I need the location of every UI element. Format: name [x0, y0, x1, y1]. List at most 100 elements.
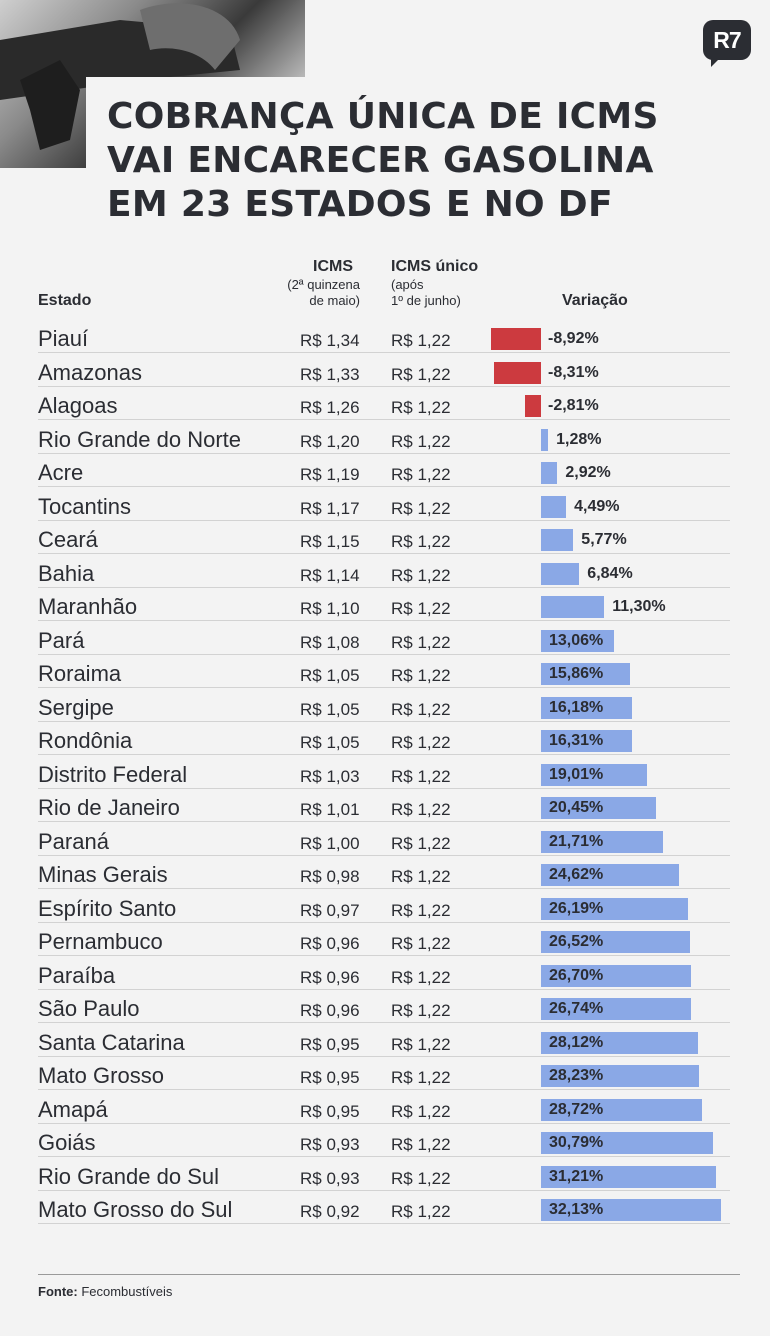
variation-label: 15,86% [549, 665, 604, 682]
icms-unico-value: R$ 1,22 [391, 1101, 451, 1121]
state-name: Maranhão [38, 594, 138, 619]
variation-label: 28,23% [549, 1067, 604, 1084]
state-name: Rio Grande do Norte [38, 426, 241, 452]
variation-label: 11,30% [612, 598, 666, 615]
variation-bar [541, 596, 605, 618]
header-icms-unico-sub2: 1º de junho) [391, 293, 461, 308]
row-divider [38, 452, 730, 454]
footer-divider [38, 1274, 740, 1275]
state-name: Roraima [38, 661, 122, 686]
state-name: Tocantins [38, 493, 131, 519]
icms-unico-value: R$ 1,22 [391, 666, 451, 685]
row-divider [38, 1156, 730, 1157]
variation-label: 5,77% [581, 531, 627, 548]
footer-source-label: Fonte: [38, 1284, 78, 1299]
row-divider [38, 821, 730, 822]
state-name: Ceará [38, 527, 98, 552]
variation-label: 13,06% [549, 631, 604, 649]
variation-bar [494, 361, 541, 384]
variation-bar [525, 395, 541, 417]
icms-value: R$ 1,08 [300, 632, 360, 652]
icms-unico-value: R$ 1,22 [391, 1068, 451, 1087]
row-divider [38, 385, 730, 387]
header-icms-sub2: de maio) [309, 293, 360, 308]
state-name: Pará [38, 627, 85, 653]
icms-unico-value: R$ 1,22 [391, 699, 451, 719]
variation-label: 6,84% [587, 564, 633, 582]
variation-label: -8,92% [548, 330, 599, 347]
header-icms-unico-sub1: (após [391, 277, 424, 292]
variation-label: 30,79% [549, 1134, 604, 1151]
state-name: São Paulo [38, 996, 140, 1021]
variation-bar [541, 897, 688, 920]
title-line-1: COBRANÇA ÚNICA DE ICMS [107, 96, 659, 137]
r7-logo: R7 [703, 20, 751, 67]
row-divider [38, 988, 730, 990]
row-divider [38, 1089, 730, 1090]
header-estado: Estado [38, 292, 92, 309]
icms-value: R$ 0,98 [300, 867, 360, 886]
variation-bar [541, 1098, 702, 1121]
row-divider [38, 1223, 730, 1224]
title-line-3: EM 23 ESTADOS E NO DF [107, 184, 613, 225]
icms-unico-value: R$ 1,22 [391, 599, 451, 618]
variation-label: 4,49% [574, 497, 620, 515]
footer-source: Fonte: Fecombustíveis [38, 1284, 172, 1299]
header-icms: ICMS [313, 258, 353, 275]
variation-bar [541, 1199, 721, 1221]
row-divider [38, 486, 730, 487]
icms-unico-value: R$ 1,22 [391, 331, 451, 350]
title-line-2: VAI ENCARECER GASOLINA [107, 140, 654, 181]
icms-unico-value: R$ 1,22 [391, 833, 451, 853]
variation-bar [541, 797, 656, 819]
variation-bar [541, 495, 567, 518]
icms-value: R$ 1,14 [300, 565, 360, 585]
variation-label: 21,71% [549, 832, 604, 850]
icms-value: R$ 1,34 [300, 331, 360, 350]
icms-value: R$ 1,19 [300, 465, 360, 484]
variation-bar [541, 663, 630, 685]
icms-value: R$ 0,97 [300, 900, 360, 920]
state-name: Mato Grosso do Sul [38, 1197, 233, 1222]
icms-value: R$ 0,93 [300, 1168, 360, 1188]
state-name: Piauí [38, 326, 89, 351]
icms-unico-value: R$ 1,22 [391, 398, 451, 417]
header-icms-unico: ICMS único [391, 258, 479, 275]
state-name: Distrito Federal [38, 761, 188, 787]
variation-label: 28,72% [549, 1100, 604, 1118]
state-name: Mato Grosso [38, 1063, 164, 1088]
variation-label: 26,19% [549, 899, 604, 917]
icms-value: R$ 0,96 [300, 934, 360, 953]
icms-value: R$ 0,96 [300, 1001, 360, 1020]
state-name: Bahia [38, 560, 95, 586]
variation-label: 20,45% [549, 799, 604, 816]
row-divider [38, 955, 730, 956]
icms-unico-value: R$ 1,22 [391, 967, 451, 987]
row-divider [38, 620, 730, 621]
variation-label: 19,01% [549, 765, 604, 783]
variation-bar [541, 964, 691, 987]
icms-unico-value: R$ 1,22 [391, 867, 451, 886]
variation-bar [491, 328, 541, 350]
row-divider [38, 1122, 730, 1124]
row-divider [38, 352, 730, 353]
variation-label: 24,62% [549, 866, 604, 883]
icms-unico-value: R$ 1,22 [391, 934, 451, 953]
variation-label: 16,18% [549, 698, 604, 716]
icms-value: R$ 0,92 [300, 1202, 360, 1221]
icms-unico-value: R$ 1,22 [391, 498, 451, 518]
row-divider [38, 419, 730, 420]
icms-value: R$ 1,17 [300, 498, 360, 518]
state-name: Paraíba [38, 962, 116, 988]
state-name: Paraná [38, 828, 109, 854]
row-divider [38, 720, 730, 722]
icms-unico-value: R$ 1,22 [391, 465, 451, 484]
row-divider [38, 1022, 730, 1023]
variation-label: 2,92% [565, 464, 611, 481]
variation-bar [541, 529, 574, 551]
row-divider [38, 1189, 730, 1191]
variation-label: 26,70% [549, 966, 604, 984]
icms-value: R$ 0,93 [300, 1135, 360, 1154]
state-name: Goiás [38, 1130, 96, 1155]
icms-unico-value: R$ 1,22 [391, 1001, 451, 1020]
